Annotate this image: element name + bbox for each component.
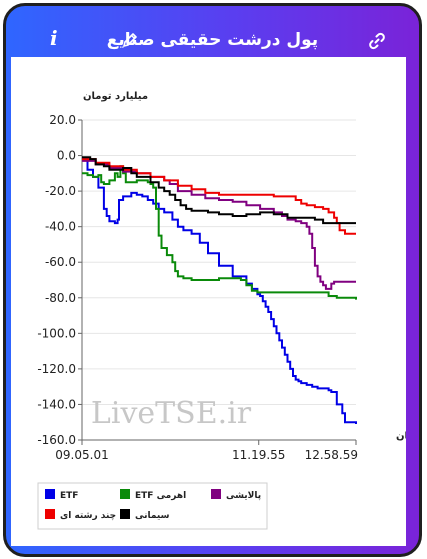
legend-label: سیمانی bbox=[135, 511, 170, 521]
legend-swatch bbox=[45, 509, 55, 519]
y-tick-label: -100.0 bbox=[37, 326, 76, 340]
legend-swatch bbox=[120, 489, 130, 499]
watermark: LiveTSE.ir bbox=[91, 396, 252, 431]
x-tick-label: 09.05.01 bbox=[55, 448, 108, 462]
line-chart: 20.0 0.0 -20.0 -40.0 -60.0 -80.0 -100.0 -120.0 -… bbox=[37, 91, 419, 530]
legend: ETF ETF اهرمی پالایشی چند رشته ای سیمانی bbox=[45, 489, 261, 521]
chart-panel: 20.0 0.0 -20.0 -40.0 -60.0 -80.0 -100.0 -120.0 -… bbox=[11, 57, 419, 546]
axis-layer: 20.0 0.0 -20.0 -40.0 -60.0 -80.0 -100.0 -120.0 -… bbox=[37, 113, 358, 462]
x-axis-label: زمان bbox=[396, 431, 406, 442]
legend-label: پالایشی bbox=[226, 491, 261, 501]
y-axis-label: میلیارد تومان bbox=[83, 91, 148, 102]
legend-label: ETF اهرمی bbox=[135, 491, 186, 501]
link-icon[interactable] bbox=[368, 32, 386, 50]
x-tick-label: 11.19.55 bbox=[232, 448, 285, 462]
x-tick-label: 12.58.59 bbox=[305, 448, 358, 462]
legend-label: ETF bbox=[60, 491, 78, 501]
y-tick-label: 0.0 bbox=[57, 149, 76, 163]
series-line bbox=[82, 159, 356, 290]
y-tick-label: -60.0 bbox=[45, 255, 76, 269]
legend-swatch bbox=[211, 489, 221, 499]
series-line bbox=[82, 156, 356, 225]
y-tick-label: -40.0 bbox=[45, 220, 76, 234]
legend-label: چند رشته ای bbox=[60, 511, 116, 521]
card-header: i پول درشت حقیقی صنایع bbox=[6, 6, 419, 70]
y-tick-label: -20.0 bbox=[45, 184, 76, 198]
legend-swatch bbox=[45, 489, 55, 499]
page-title: پول درشت حقیقی صنایع bbox=[106, 30, 319, 50]
chart-card: i پول درشت حقیقی صنایع 20.0 0.0 -20.0 -40.0… bbox=[3, 3, 422, 557]
series-line bbox=[82, 165, 357, 300]
legend-swatch bbox=[120, 509, 130, 519]
y-tick-label: -80.0 bbox=[45, 291, 76, 305]
pencil-icon[interactable] bbox=[122, 32, 138, 48]
y-tick-label: 20.0 bbox=[49, 113, 76, 127]
y-tick-label: -160.0 bbox=[37, 433, 76, 447]
series-layer bbox=[82, 156, 357, 424]
legend-box bbox=[37, 482, 268, 530]
y-tick-label: -120.0 bbox=[37, 362, 76, 376]
info-icon[interactable]: i bbox=[50, 26, 58, 50]
y-tick-label: -140.0 bbox=[37, 397, 76, 411]
